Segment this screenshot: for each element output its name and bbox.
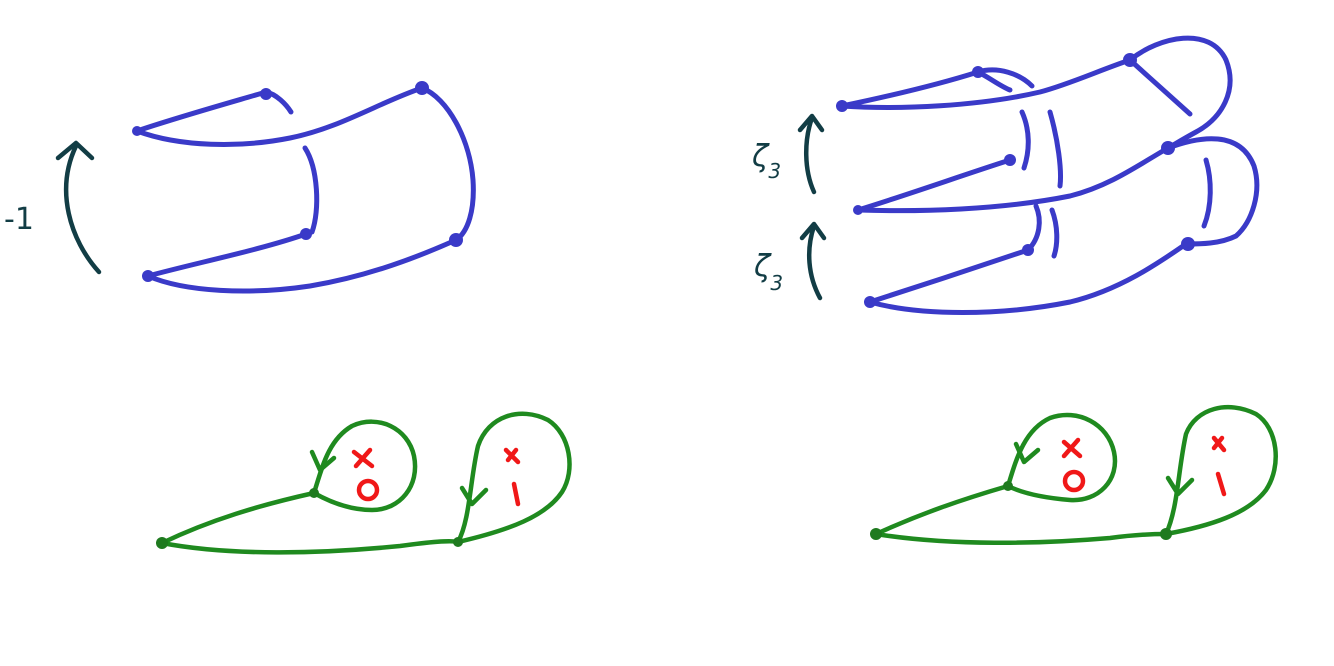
right-sheet1-top [839,69,981,109]
right-node-3 [1123,53,1137,67]
left-right-bottom-node [449,233,463,247]
right-lower-arrow [799,221,827,301]
left-loop1-node [309,488,319,498]
right-sheet1-bottom [839,57,1133,110]
left-upper-left-node [132,126,142,136]
left-inner-bottom-node [300,228,312,240]
right-sheet3-bottom [867,241,1189,315]
right-loop2-x [1211,435,1227,453]
left-covering-sheets [132,81,476,294]
left-base-point [156,537,168,549]
left-loop-2 [455,411,572,545]
right-loop-2 [1163,404,1278,537]
right-node-7 [1022,244,1034,256]
right-upper-zeta: ζ [752,139,769,174]
right-node-5 [1161,141,1175,155]
left-loop1-zero [356,478,380,502]
right-base-point [870,528,882,540]
left-loop-1-arrow [309,449,337,473]
right-seam-d [1049,207,1060,259]
right-loop-1-arrow [1013,441,1041,465]
left-loop2-x [503,447,521,465]
right-loop1-x [1061,437,1083,459]
right-loop2-node [1160,528,1172,540]
left-upper-sheet-top [134,89,269,134]
left-lower-sheet-bottom [145,237,459,294]
right-node-8 [1181,237,1195,251]
left-upper-fold-node [260,88,272,100]
right-lower-zeta-sub: 3 [770,271,784,295]
left-loop-diagram [156,411,572,555]
right-covering-sheets [836,35,1260,315]
left-lower-sheet-top [145,231,309,279]
right-seam-a [1019,109,1031,171]
left-upper-sheet-bottom [134,85,425,147]
right-node-1 [836,100,848,112]
left-loop1-x [351,447,375,469]
right-node-9 [864,296,876,308]
left-inner-edge [302,145,320,235]
left-base-path-lower [159,538,461,555]
left-loop2-node [453,537,463,547]
right-loop1-node [1003,481,1013,491]
right-loop-2-arrow [1165,475,1195,497]
right-base-path-lower [873,531,1169,545]
right-lower-zeta: ζ [754,249,771,284]
right-sheet2-inner [1201,157,1213,229]
right-upper-zeta-label: ζ3 [752,139,781,182]
right-loop-1 [1005,412,1118,503]
red-markings [351,435,1227,507]
right-lower-zeta-label: ζ3 [754,249,783,294]
right-loop-diagram [870,404,1278,545]
right-base-path [873,483,1011,537]
left-loop-2-arrow [459,485,489,507]
right-upper-zeta-sub: 3 [768,159,782,183]
right-sheet1-inner [1127,57,1193,117]
right-loop1-zero [1062,469,1086,493]
right-seam-b [1047,109,1063,189]
right-sheet1-cap [1127,35,1233,151]
left-lower-left-node [142,270,154,282]
left-loop-1 [311,419,418,513]
right-loop2-one [1215,471,1227,497]
left-right-top-node [415,81,429,95]
left-loop2-one [511,481,521,507]
left-monodromy-arrow [55,140,102,275]
left-right-edge [419,85,476,243]
left-base-path [159,490,317,546]
right-node-2 [972,66,984,78]
right-upper-arrow [797,113,825,195]
right-seam-c [1025,203,1042,253]
right-node-4 [1004,154,1016,166]
right-sheet2-cap [1165,136,1260,247]
right-sheet2-top [855,157,1013,213]
left-monodromy-label: -1 [4,202,34,237]
right-node-6 [853,205,863,215]
right-sheet2-bottom [855,145,1171,214]
right-sheet3-top [867,247,1031,305]
